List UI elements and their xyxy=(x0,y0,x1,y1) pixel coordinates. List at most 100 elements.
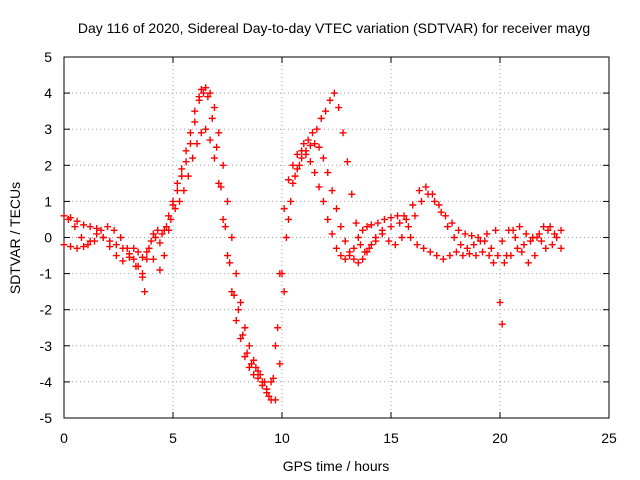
data-point xyxy=(93,230,101,238)
data-point xyxy=(402,215,410,223)
data-point xyxy=(522,230,530,238)
data-point xyxy=(319,154,327,162)
data-point xyxy=(219,215,227,223)
x-tick-label: 20 xyxy=(492,430,508,446)
data-point xyxy=(359,226,367,234)
data-point xyxy=(311,169,319,177)
x-tick-label: 5 xyxy=(169,430,177,446)
y-tick-label: 5 xyxy=(44,49,52,65)
data-point xyxy=(317,114,325,122)
data-point xyxy=(125,250,133,258)
data-point xyxy=(254,374,262,382)
data-point xyxy=(413,241,421,249)
data-point xyxy=(348,190,356,198)
data-point xyxy=(446,252,454,260)
data-point xyxy=(149,255,157,263)
data-point xyxy=(513,244,521,252)
data-point xyxy=(280,205,288,213)
data-point xyxy=(230,291,238,299)
data-point xyxy=(245,342,253,350)
data-point xyxy=(67,243,75,251)
data-point xyxy=(400,212,408,220)
data-point xyxy=(337,252,345,260)
data-point xyxy=(479,248,487,256)
data-point xyxy=(73,244,81,252)
data-point xyxy=(306,141,314,149)
data-point xyxy=(173,179,181,187)
data-point xyxy=(245,363,253,371)
data-point xyxy=(387,214,395,222)
data-point xyxy=(274,324,282,332)
data-point xyxy=(540,223,548,231)
data-point xyxy=(461,230,469,238)
data-point xyxy=(518,248,526,256)
data-point xyxy=(287,197,295,205)
data-point xyxy=(394,212,402,220)
data-point xyxy=(210,154,218,162)
data-point xyxy=(367,241,375,249)
data-point xyxy=(546,223,554,231)
data-point xyxy=(341,237,349,245)
data-point xyxy=(165,212,173,220)
data-point xyxy=(455,226,463,234)
data-point xyxy=(333,244,340,252)
data-point xyxy=(485,252,493,260)
data-point xyxy=(450,234,458,241)
data-point xyxy=(60,241,68,249)
data-point xyxy=(237,298,245,306)
data-point xyxy=(197,129,205,137)
data-point xyxy=(293,165,301,173)
data-point xyxy=(134,248,142,256)
data-point xyxy=(341,255,349,263)
data-point xyxy=(138,253,146,261)
data-point xyxy=(435,201,443,209)
data-point xyxy=(311,140,319,148)
data-point xyxy=(337,223,345,231)
data-point xyxy=(182,158,190,166)
data-point xyxy=(492,226,500,234)
data-point xyxy=(470,241,478,249)
data-point xyxy=(197,85,205,93)
data-point xyxy=(315,143,323,151)
data-point xyxy=(520,241,528,249)
data-point xyxy=(444,223,452,231)
data-point xyxy=(224,252,231,260)
data-point xyxy=(147,237,155,245)
data-point xyxy=(271,396,279,404)
data-point xyxy=(319,197,327,205)
data-point xyxy=(361,248,369,256)
data-point xyxy=(472,252,480,260)
x-tick-label: 0 xyxy=(60,430,68,446)
data-point xyxy=(411,212,419,220)
data-point xyxy=(173,187,181,195)
data-point xyxy=(112,241,120,249)
y-tick-label: 1 xyxy=(44,193,52,209)
data-point xyxy=(483,230,491,238)
data-point xyxy=(91,237,99,245)
chart-title: Day 116 of 2020, Sidereal Day-to-day VTE… xyxy=(78,20,590,36)
data-point xyxy=(433,252,441,260)
data-point xyxy=(237,335,245,343)
data-point xyxy=(191,107,199,115)
data-point xyxy=(152,234,160,241)
data-point xyxy=(418,197,426,205)
data-point xyxy=(210,104,218,112)
data-point xyxy=(524,259,532,267)
data-point xyxy=(247,360,255,368)
data-point xyxy=(202,125,210,133)
data-point xyxy=(143,255,151,263)
data-point xyxy=(380,215,388,223)
data-point xyxy=(557,226,565,234)
data-point xyxy=(468,232,476,240)
data-point xyxy=(352,219,360,227)
data-point xyxy=(84,241,92,249)
data-point xyxy=(537,237,545,245)
data-point xyxy=(167,215,175,223)
data-point xyxy=(158,230,166,238)
data-point xyxy=(250,371,258,379)
data-point xyxy=(278,270,286,278)
data-point xyxy=(106,237,114,245)
data-point xyxy=(99,234,107,241)
data-point xyxy=(387,223,395,231)
y-tick-label: -3 xyxy=(40,338,53,354)
